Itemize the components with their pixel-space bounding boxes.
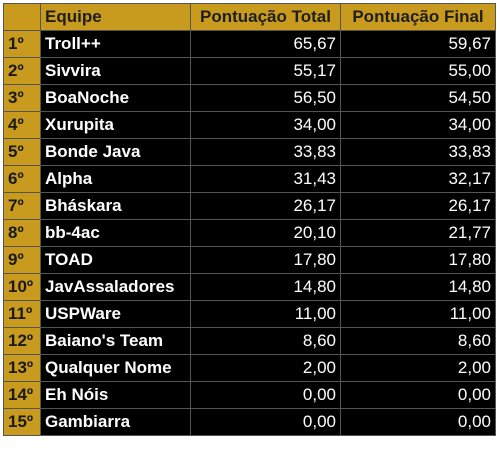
final-score-cell: 32,17 [340,165,496,193]
total-score-cell: 55,17 [190,57,341,85]
team-cell: BoaNoche [40,84,191,112]
table-row: 11º USPWare 11,00 11,00 [3,300,496,328]
total-score-cell: 31,43 [190,165,341,193]
final-score-cell: 0,00 [340,408,496,436]
rank-cell: 13º [3,354,41,382]
ranking-table: Equipe Pontuação Total Pontuação Final 1… [3,3,496,436]
total-score-cell: 0,00 [190,381,341,409]
total-score-cell: 33,83 [190,138,341,166]
rank-cell: 4º [3,111,41,139]
final-score-cell: 33,83 [340,138,496,166]
team-cell: TOAD [40,246,191,274]
team-cell: JavAssaladores [40,273,191,301]
total-score-cell: 65,67 [190,30,341,58]
table-row: 5º Bonde Java 33,83 33,83 [3,138,496,166]
total-score-cell: 26,17 [190,192,341,220]
final-score-cell: 59,67 [340,30,496,58]
team-cell: Troll++ [40,30,191,58]
rank-cell: 8º [3,219,41,247]
team-cell: Bháskara [40,192,191,220]
rank-cell: 10º [3,273,41,301]
total-score-cell: 20,10 [190,219,341,247]
header-final-score: Pontuação Final [340,3,496,31]
total-score-cell: 8,60 [190,327,341,355]
table-row: 13º Qualquer Nome 2,00 2,00 [3,354,496,382]
table-row: 4º Xurupita 34,00 34,00 [3,111,496,139]
rank-cell: 14º [3,381,41,409]
table-row: 1º Troll++ 65,67 59,67 [3,30,496,58]
total-score-cell: 0,00 [190,408,341,436]
table-header: Equipe Pontuação Total Pontuação Final [3,3,496,31]
team-cell: Alpha [40,165,191,193]
corner-cell [3,3,41,31]
table-row: 8º bb-4ac 20,10 21,77 [3,219,496,247]
total-score-cell: 17,80 [190,246,341,274]
final-score-cell: 8,60 [340,327,496,355]
table-row: 14º Eh Nóis 0,00 0,00 [3,381,496,409]
final-score-cell: 17,80 [340,246,496,274]
header-total-score: Pontuação Total [190,3,341,31]
table-row: 7º Bháskara 26,17 26,17 [3,192,496,220]
team-cell: Xurupita [40,111,191,139]
team-cell: Sivvira [40,57,191,85]
team-cell: USPWare [40,300,191,328]
rank-cell: 6º [3,165,41,193]
team-cell: Bonde Java [40,138,191,166]
final-score-cell: 21,77 [340,219,496,247]
rank-cell: 5º [3,138,41,166]
table-row: 3º BoaNoche 56,50 54,50 [3,84,496,112]
table-row: 15º Gambiarra 0,00 0,00 [3,408,496,436]
total-score-cell: 14,80 [190,273,341,301]
rank-cell: 1º [3,30,41,58]
header-team: Equipe [40,3,191,31]
rank-cell: 9º [3,246,41,274]
table-row: 10º JavAssaladores 14,80 14,80 [3,273,496,301]
final-score-cell: 55,00 [340,57,496,85]
final-score-cell: 14,80 [340,273,496,301]
rank-cell: 11º [3,300,41,328]
total-score-cell: 56,50 [190,84,341,112]
team-cell: Eh Nóis [40,381,191,409]
rank-cell: 15º [3,408,41,436]
table-row: 6º Alpha 31,43 32,17 [3,165,496,193]
header-row: Equipe Pontuação Total Pontuação Final [3,3,496,31]
rank-cell: 12º [3,327,41,355]
team-cell: Qualquer Nome [40,354,191,382]
table-row: 9º TOAD 17,80 17,80 [3,246,496,274]
final-score-cell: 54,50 [340,84,496,112]
final-score-cell: 0,00 [340,381,496,409]
rank-cell: 2º [3,57,41,85]
team-cell: Gambiarra [40,408,191,436]
table-row: 12º Baiano's Team 8,60 8,60 [3,327,496,355]
final-score-cell: 26,17 [340,192,496,220]
final-score-cell: 34,00 [340,111,496,139]
team-cell: Baiano's Team [40,327,191,355]
rank-cell: 3º [3,84,41,112]
final-score-cell: 11,00 [340,300,496,328]
final-score-cell: 2,00 [340,354,496,382]
rank-cell: 7º [3,192,41,220]
team-cell: bb-4ac [40,219,191,247]
total-score-cell: 2,00 [190,354,341,382]
total-score-cell: 34,00 [190,111,341,139]
table-row: 2º Sivvira 55,17 55,00 [3,57,496,85]
total-score-cell: 11,00 [190,300,341,328]
table-body: 1º Troll++ 65,67 59,67 2º Sivvira 55,17 … [3,30,496,436]
